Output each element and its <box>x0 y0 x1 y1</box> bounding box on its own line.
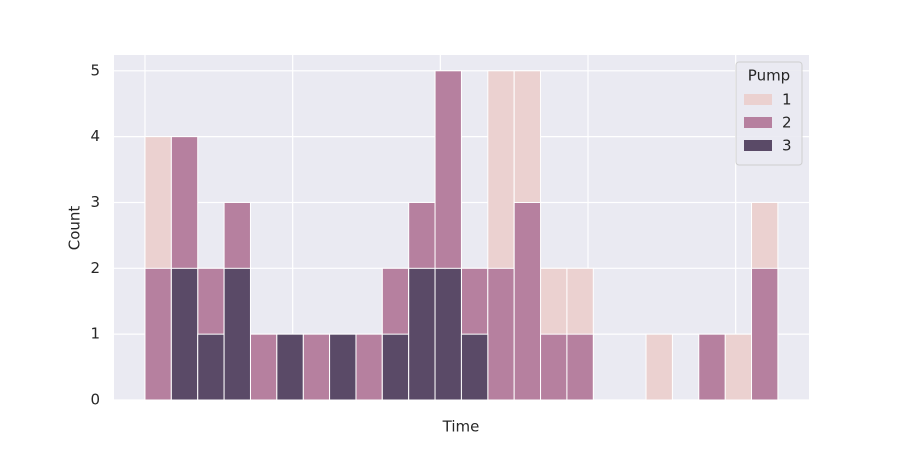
bar <box>144 267 172 401</box>
bar <box>329 333 357 401</box>
bar <box>408 267 436 401</box>
legend-title: Pump <box>748 67 790 85</box>
x-axis-label: Time <box>442 418 480 436</box>
y-tick-label: 4 <box>90 127 100 145</box>
bar <box>355 333 383 401</box>
y-tick-label: 2 <box>90 259 100 277</box>
bar <box>276 333 304 401</box>
y-tick-label: 1 <box>90 325 100 343</box>
bar <box>434 267 462 401</box>
legend-label: 3 <box>782 137 792 155</box>
legend-label: 1 <box>782 91 792 109</box>
bar <box>249 333 278 401</box>
legend-swatch <box>744 117 772 128</box>
bar <box>566 333 594 401</box>
y-tick-label: 5 <box>90 61 100 79</box>
bar <box>302 333 331 401</box>
bar <box>513 201 542 401</box>
bar <box>645 333 673 401</box>
y-tick-label: 3 <box>90 193 100 211</box>
legend-swatch <box>744 140 772 151</box>
legend-label: 2 <box>782 114 792 132</box>
bar <box>487 267 515 401</box>
bar <box>381 333 410 401</box>
bar <box>698 333 726 401</box>
bar <box>724 333 753 401</box>
y-axis-label: Count <box>66 206 84 251</box>
legend-swatch <box>744 94 772 105</box>
bar <box>751 267 779 401</box>
bar <box>197 333 225 401</box>
legend-box <box>735 61 803 166</box>
bar <box>170 267 199 401</box>
bar <box>460 333 489 401</box>
bar <box>223 267 251 401</box>
y-tick-label: 0 <box>90 391 100 409</box>
bar <box>540 333 568 401</box>
